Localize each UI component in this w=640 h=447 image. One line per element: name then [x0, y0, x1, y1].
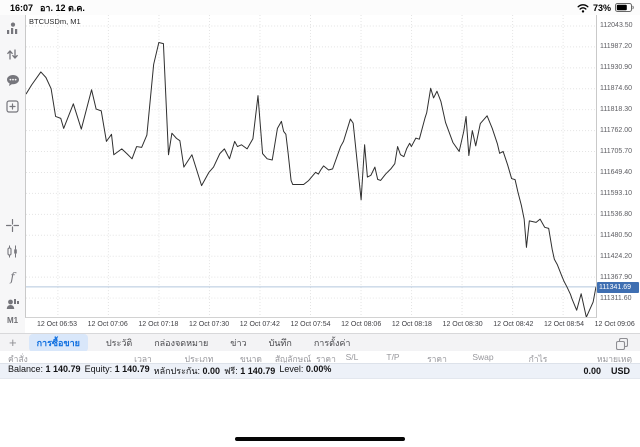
- timeframe-button[interactable]: M1: [6, 316, 19, 325]
- account-profit: 0.00 USD: [583, 366, 630, 376]
- price-tick-label: 112043.50: [600, 22, 633, 29]
- status-date: อา. 12 ต.ค.: [40, 2, 85, 13]
- time-tick-label: 12 Oct 08:42: [493, 321, 534, 328]
- time-tick-label: 12 Oct 08:30: [442, 321, 483, 328]
- column-header-2: ประเภท: [184, 354, 214, 364]
- column-header-6: S/L: [345, 352, 359, 362]
- price-tick-label: 111930.90: [600, 64, 633, 71]
- column-header-1: เวลา: [134, 354, 152, 364]
- battery-percent: 73%: [592, 2, 611, 13]
- time-tick-label: 12 Oct 07:42: [239, 321, 280, 328]
- column-header-0: คำสั่ง: [8, 354, 28, 364]
- metric-label: Level:: [279, 364, 306, 374]
- metric-label: หลักประกัน:: [153, 366, 203, 376]
- price-tick-label: 111705.70: [600, 148, 633, 155]
- time-axis[interactable]: 12 Oct 06:53 12 Oct 07:06 12 Oct 07:18 12 O…: [25, 318, 640, 333]
- profit-value: 0.00: [583, 366, 601, 376]
- column-header-8: ราคา: [427, 354, 447, 364]
- new-order-icon[interactable]: [0, 93, 25, 119]
- tab-news[interactable]: ข่าว: [230, 337, 247, 348]
- account-metrics: Balance: 1 140.79 Equity: 1 140.79 หลักประ…: [8, 364, 331, 378]
- metric-value: 0.00%: [305, 364, 332, 374]
- status-bar: 16:07 อา. 12 ต.ค. 73%: [0, 0, 640, 15]
- objects-icon[interactable]: [0, 238, 25, 264]
- time-tick-label: 12 Oct 07:06: [87, 321, 128, 328]
- account-metric: Level: 0.00%: [279, 364, 331, 378]
- price-tick-label: 111593.10: [600, 190, 633, 197]
- price-tick-label: 111536.80: [600, 211, 633, 218]
- add-tab-button[interactable]: +: [9, 335, 17, 350]
- metric-value: 1 140.79: [45, 364, 81, 374]
- left-toolbar: f M1: [0, 15, 25, 333]
- tab-settings[interactable]: การตั้งค่า: [313, 337, 351, 348]
- chart-canvas[interactable]: [26, 15, 596, 317]
- home-indicator[interactable]: [235, 437, 405, 441]
- price-axis[interactable]: 111341.69 112043.50 111987.20 111930.90 111…: [597, 15, 640, 318]
- price-tick-label: 111762.00: [600, 127, 633, 134]
- trade-arrows-icon[interactable]: [0, 41, 25, 67]
- price-tick-label: 111649.40: [600, 169, 633, 176]
- column-header-3: ขนาด: [240, 354, 262, 364]
- column-header-4: สัญลักษณ์: [274, 354, 312, 364]
- time-tick-label: 12 Oct 07:18: [138, 321, 179, 328]
- price-line-series: [26, 42, 596, 317]
- price-chart[interactable]: BTCUSDm, M1: [25, 15, 597, 318]
- account-metric: Equity: 1 140.79: [85, 364, 150, 378]
- wifi-icon: [577, 3, 589, 13]
- column-header-7: T/P: [386, 352, 400, 362]
- battery-icon: [615, 3, 634, 12]
- tab-mailbox[interactable]: กล่องจดหมาย: [154, 337, 209, 348]
- account-metric: Balance: 1 140.79: [8, 364, 81, 378]
- column-header-9: Swap: [472, 352, 494, 362]
- orders-table-header: คำสั่ง เวลา ประเภท ขนาด สัญลักษณ์ ราคา S/L T/P ร…: [0, 351, 640, 364]
- price-tick-label: 111480.50: [600, 232, 633, 239]
- price-tick-label: 111311.60: [600, 295, 632, 302]
- current-price-badge: 111341.69: [597, 282, 639, 294]
- metric-value: 0.00: [202, 366, 221, 376]
- time-tick-label: 12 Oct 08:18: [391, 321, 432, 328]
- price-tick-label: 111874.60: [600, 85, 633, 92]
- time-tick-label: 12 Oct 08:54: [543, 321, 585, 328]
- price-tick-label: 111424.20: [600, 253, 633, 260]
- tab-journal[interactable]: บันทึก: [268, 337, 292, 348]
- column-header-10: กำไร: [528, 354, 548, 364]
- tab-history[interactable]: ประวัติ: [105, 337, 133, 348]
- metric-value: 1 140.79: [240, 366, 276, 376]
- time-tick-label: 12 Oct 08:06: [341, 321, 382, 328]
- account-metric: ฟรี: 1 140.79: [224, 364, 275, 378]
- price-tick-label: 111987.20: [600, 43, 633, 50]
- metric-label: Equity:: [84, 364, 115, 374]
- metric-label: ฟรี:: [224, 366, 241, 376]
- time-tick-label: 12 Oct 09:06: [594, 321, 635, 328]
- indicators-icon[interactable]: f: [10, 270, 15, 284]
- tabs: การซื้อขาย ประวัติ กล่องจดหมาย ข่าว บันทึก กา…: [28, 333, 355, 352]
- chat-icon[interactable]: [0, 67, 25, 93]
- time-tick-label: 12 Oct 07:54: [290, 321, 331, 328]
- status-indicators: 73%: [577, 0, 634, 15]
- account-currency: USD: [610, 366, 630, 376]
- price-tick-label: 111367.90: [600, 274, 633, 281]
- chart-symbol-label: BTCUSDm, M1: [29, 17, 81, 26]
- tab-trade[interactable]: การซื้อขาย: [28, 333, 88, 352]
- price-tick-label: 111818.30: [600, 106, 633, 113]
- time-tick-label: 12 Oct 07:30: [189, 321, 230, 328]
- bottom-tab-bar: + การซื้อขาย ประวัติ กล่องจดหมาย ข่าว บันทึก…: [0, 333, 640, 352]
- market-watch-icon[interactable]: [0, 15, 25, 41]
- account-metric: หลักประกัน: 0.00: [154, 364, 220, 378]
- column-header-11: หมายเหตุ: [597, 354, 632, 364]
- metric-label: Balance:: [8, 364, 46, 374]
- time-tick-label: 12 Oct 06:53: [36, 321, 78, 328]
- window-layout-icon[interactable]: [615, 337, 629, 355]
- column-header-5: ราคา: [316, 354, 336, 364]
- metric-value: 1 140.79: [114, 364, 150, 374]
- account-summary-bar: Balance: 1 140.79 Equity: 1 140.79 หลักประ…: [0, 363, 640, 379]
- accounts-icon[interactable]: [0, 290, 25, 316]
- crosshair-icon[interactable]: [0, 212, 25, 238]
- clock: 16:07: [10, 2, 34, 13]
